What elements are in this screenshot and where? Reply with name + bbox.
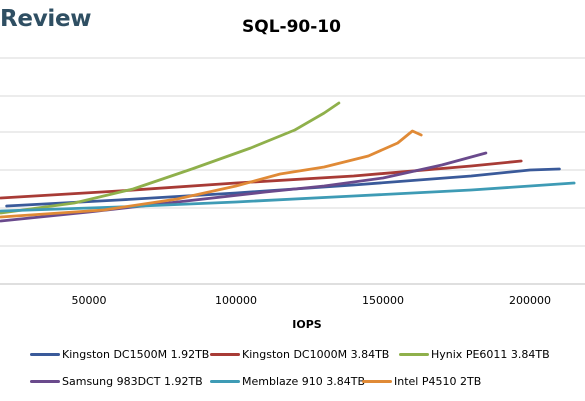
legend-label-kingston-dc1000m: Kingston DC1000M 3.84TB (242, 348, 390, 361)
legend-item-intel-p4510: Intel P4510 2TB (362, 375, 481, 388)
x-tick-label: 150000 (362, 294, 404, 307)
chart-title: SQL-90-10 (242, 17, 341, 37)
series-line-5 (0, 129, 423, 219)
x-tick-label: 200000 (509, 294, 551, 307)
series-line-4 (0, 181, 576, 213)
legend-item-samsung-983dct: Samsung 983DCT 1.92TB (30, 375, 203, 388)
legend-swatch-kingston-dc1000m (210, 353, 240, 356)
x-tick-label: 100000 (215, 294, 257, 307)
legend-swatch-memblaze-910 (210, 380, 240, 383)
legend-item-kingston-dc1500m: Kingston DC1500M 1.92TB (30, 348, 209, 361)
legend-item-memblaze-910: Memblaze 910 3.84TB (210, 375, 365, 388)
legend-swatch-intel-p4510 (362, 380, 392, 383)
legend-label-memblaze-910: Memblaze 910 3.84TB (242, 375, 366, 388)
review-logo: Review (0, 6, 92, 32)
gridlines (0, 57, 585, 247)
legend-swatch-hynix-pe6011 (399, 353, 429, 356)
legend-label-samsung-983dct: Samsung 983DCT 1.92TB (62, 375, 203, 388)
series-line-2 (0, 101, 341, 215)
series-line-0 (5, 167, 561, 208)
legend-label-kingston-dc1500m: Kingston DC1500M 1.92TB (62, 348, 210, 361)
x-axis-label: IOPS (292, 318, 322, 331)
legend-label-intel-p4510: Intel P4510 2TB (394, 375, 482, 388)
series-group (0, 101, 576, 223)
legend-item-hynix-pe6011: Hynix PE6011 3.84TB (399, 348, 550, 361)
x-tick-label: 50000 (72, 294, 107, 307)
x-ticks: 50000 100000 150000 200000 (72, 294, 552, 307)
legend-label-hynix-pe6011: Hynix PE6011 3.84TB (431, 348, 550, 361)
legend-item-kingston-dc1000m: Kingston DC1000M 3.84TB (210, 348, 389, 361)
series-line-1 (0, 159, 523, 200)
legend-swatch-kingston-dc1500m (30, 353, 60, 356)
legend-swatch-samsung-983dct (30, 380, 60, 383)
